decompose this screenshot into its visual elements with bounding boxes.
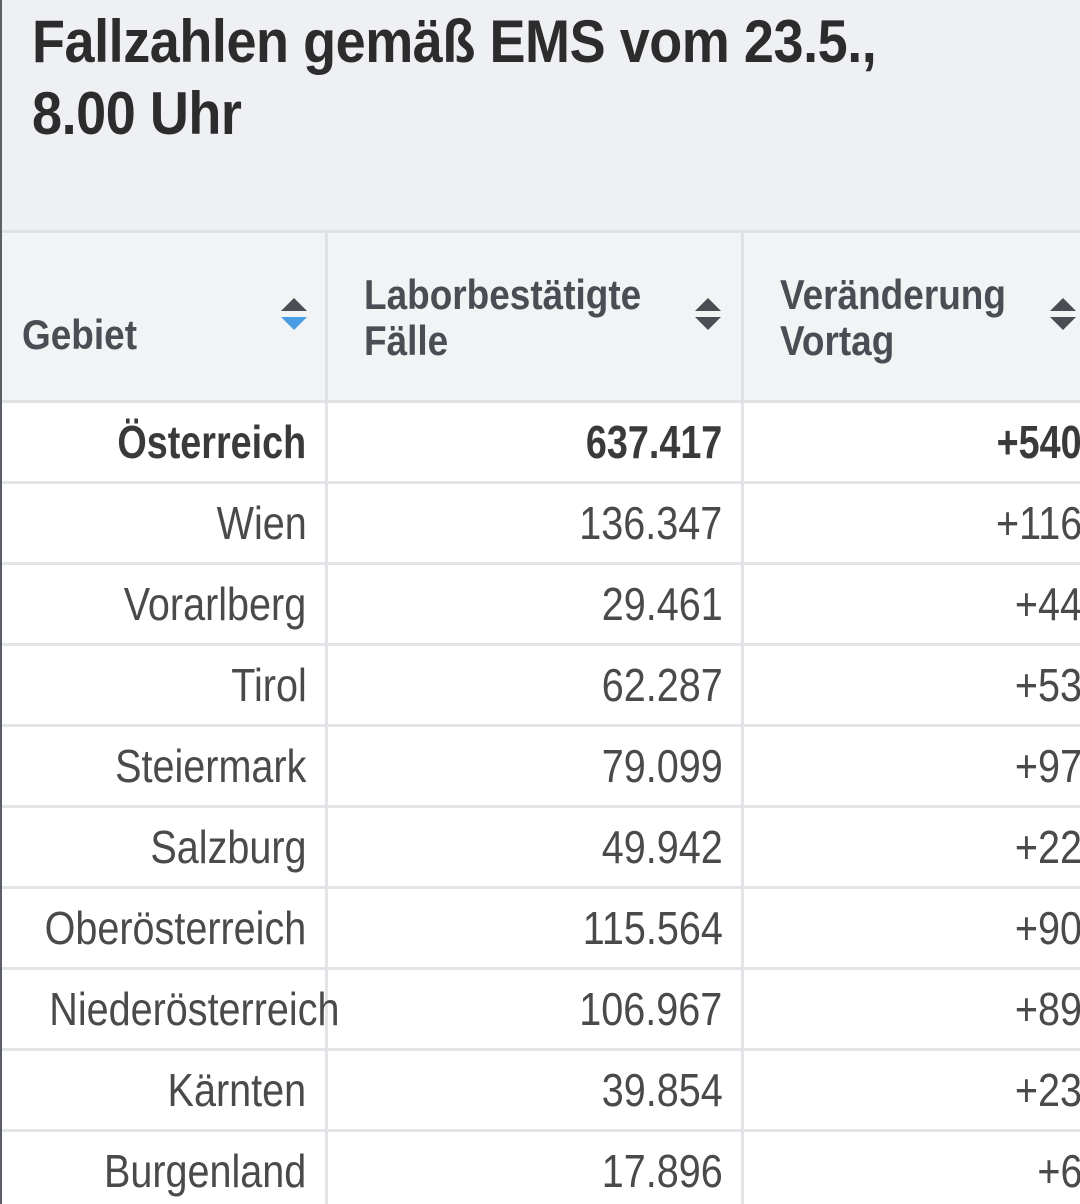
- cell-change: +53: [742, 644, 1080, 727]
- cell-cases: 136.347: [326, 482, 744, 565]
- cell-region: Burgenland: [2, 1130, 328, 1204]
- table-row: Steiermark 79.099 +97: [2, 725, 1080, 808]
- cell-change: +116: [742, 482, 1080, 565]
- cell-region: Kärnten: [2, 1049, 328, 1132]
- page-title: Fallzahlen gemäß EMS vom 23.5., 8.00 Uhr: [32, 8, 877, 147]
- cell-cases: 29.461: [326, 563, 744, 646]
- cell-region: Salzburg: [2, 806, 328, 889]
- cell-cases: 79.099: [326, 725, 744, 808]
- sort-icon[interactable]: [693, 295, 723, 335]
- table-row: Oberösterreich 115.564 +90: [2, 887, 1080, 970]
- cell-change: +540: [742, 401, 1080, 484]
- table-container: Gebiet Laborbestätigte Fäl: [2, 230, 1080, 1204]
- cell-change: +23: [742, 1049, 1080, 1132]
- table-row-total: Österreich 637.417 +540: [2, 401, 1080, 484]
- cell-region: Wien: [2, 482, 328, 565]
- sort-icon[interactable]: [1048, 295, 1078, 335]
- title-area: Fallzahlen gemäß EMS vom 23.5., 8.00 Uhr: [2, 0, 1080, 230]
- sort-desc-active-icon[interactable]: [279, 295, 309, 335]
- column-header-label: Veränderung Vortag: [779, 271, 1006, 364]
- cell-cases: 39.854: [326, 1049, 744, 1132]
- cell-cases: 115.564: [326, 887, 744, 970]
- column-header-veraenderung-vortag[interactable]: Veränderung Vortag: [742, 230, 1080, 403]
- cell-cases: 62.287: [326, 644, 744, 727]
- cell-cases: 17.896: [326, 1130, 744, 1204]
- case-table: Gebiet Laborbestätigte Fäl: [2, 230, 1080, 1204]
- cell-change: +44: [742, 563, 1080, 646]
- cell-region: Niederösterreich: [2, 968, 339, 1051]
- table-row: Kärnten 39.854 +23: [2, 1049, 1080, 1132]
- cell-cases: 637.417: [326, 401, 744, 484]
- table-row: Salzburg 49.942 +22: [2, 806, 1080, 889]
- cell-change: +89: [742, 968, 1080, 1051]
- column-header-gebiet[interactable]: Gebiet: [2, 230, 328, 403]
- cell-change: +97: [742, 725, 1080, 808]
- column-header-laborbestaetigte-faelle[interactable]: Laborbestätigte Fälle: [326, 230, 744, 403]
- cell-region: Vorarlberg: [2, 563, 328, 646]
- column-header-label: Gebiet: [22, 311, 138, 358]
- cell-cases: 49.942: [326, 806, 744, 889]
- cell-change: +22: [742, 806, 1080, 889]
- table-row: Niederösterreich 106.967 +89: [2, 968, 1080, 1051]
- cell-cases: 106.967: [326, 968, 744, 1051]
- column-header-label: Laborbestätigte Fälle: [363, 271, 641, 364]
- header-row: Gebiet Laborbestätigte Fäl: [2, 230, 1080, 403]
- cell-region: Österreich: [2, 401, 328, 484]
- cell-change: +90: [742, 887, 1080, 970]
- cell-region: Oberösterreich: [2, 887, 328, 970]
- table-row: Burgenland 17.896 +6: [2, 1130, 1080, 1204]
- table-row: Tirol 62.287 +53: [2, 644, 1080, 727]
- table-row: Vorarlberg 29.461 +44: [2, 563, 1080, 646]
- cell-change: +6: [742, 1130, 1080, 1204]
- cell-region: Tirol: [2, 644, 328, 727]
- table-row: Wien 136.347 +116: [2, 482, 1080, 565]
- cell-region: Steiermark: [2, 725, 328, 808]
